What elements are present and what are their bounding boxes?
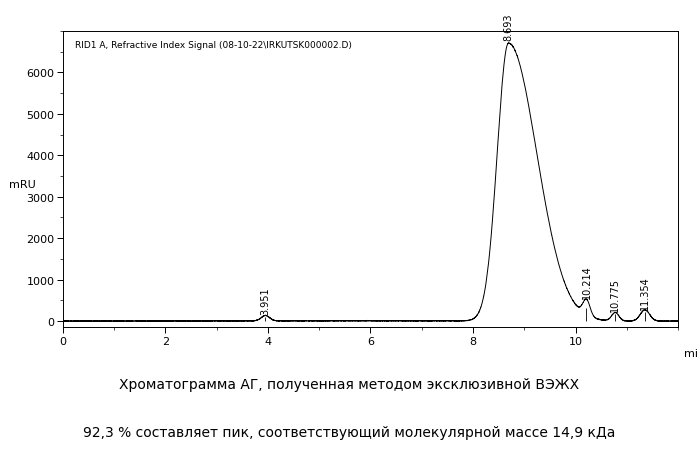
- Text: 10.214: 10.214: [582, 265, 591, 298]
- Text: 8.693: 8.693: [503, 13, 514, 40]
- Text: 11.354: 11.354: [640, 275, 650, 309]
- Text: 3.951: 3.951: [261, 287, 271, 314]
- Text: RID1 A, Refractive Index Signal (08-10-22\IRKUTSK000002.D): RID1 A, Refractive Index Signal (08-10-2…: [75, 40, 352, 50]
- Y-axis label: mRU: mRU: [9, 180, 36, 190]
- Text: Хроматограмма АГ, полученная методом эксклюзивной ВЭЖХ: Хроматограмма АГ, полученная методом экс…: [120, 378, 579, 391]
- Text: min: min: [684, 349, 699, 358]
- Text: 10.775: 10.775: [610, 278, 620, 312]
- Text: 92,3 % составляет пик, соответствующий молекулярной массе 14,9 кДа: 92,3 % составляет пик, соответствующий м…: [83, 425, 616, 439]
